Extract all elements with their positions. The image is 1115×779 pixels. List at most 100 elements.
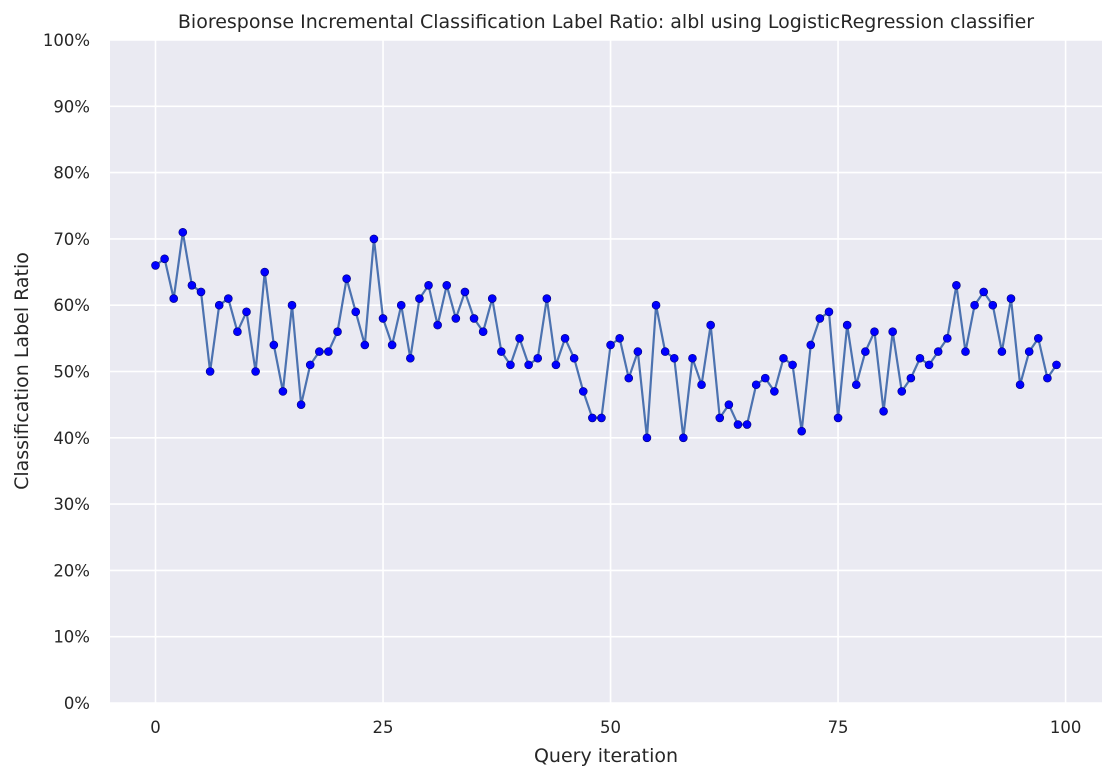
data-point xyxy=(879,406,888,416)
data-point xyxy=(933,347,943,356)
data-point xyxy=(533,353,543,363)
y-tick-label: 80% xyxy=(53,164,90,183)
data-point xyxy=(424,281,433,290)
data-point xyxy=(824,307,834,317)
data-point xyxy=(578,387,588,396)
data-point xyxy=(815,314,825,323)
data-point xyxy=(487,294,497,303)
data-point xyxy=(406,353,415,363)
data-point xyxy=(870,327,879,337)
data-point xyxy=(770,387,779,396)
data-point xyxy=(797,426,806,436)
data-point xyxy=(187,281,197,290)
data-point xyxy=(196,287,206,297)
data-point xyxy=(251,367,260,376)
data-point xyxy=(569,353,579,363)
data-point xyxy=(296,400,306,409)
series-markers xyxy=(151,227,1061,443)
data-point xyxy=(724,400,734,409)
data-point xyxy=(214,300,224,310)
data-point xyxy=(888,327,897,337)
y-tick-label: 60% xyxy=(53,296,90,315)
data-point xyxy=(806,340,816,350)
data-point xyxy=(1015,380,1025,390)
data-point xyxy=(378,314,388,323)
series-line xyxy=(154,231,1058,439)
data-point xyxy=(497,347,506,356)
data-point xyxy=(742,420,752,429)
data-point xyxy=(751,380,761,390)
data-point xyxy=(333,327,342,337)
data-point xyxy=(1043,373,1052,383)
y-tick-label: 20% xyxy=(53,561,90,580)
data-point xyxy=(706,320,715,330)
data-point xyxy=(233,327,242,337)
data-point xyxy=(169,294,179,303)
data-point xyxy=(633,347,643,356)
data-point xyxy=(415,294,424,303)
data-point xyxy=(833,413,843,423)
data-point xyxy=(733,420,743,429)
data-point xyxy=(205,367,215,376)
data-point xyxy=(442,281,452,290)
data-point xyxy=(788,360,797,370)
data-point xyxy=(897,387,907,396)
data-point xyxy=(224,294,233,303)
data-point xyxy=(688,353,697,363)
data-point xyxy=(506,360,515,370)
data-point xyxy=(988,300,998,310)
series-line-path xyxy=(154,231,1058,439)
data-point xyxy=(260,267,270,277)
data-point xyxy=(160,254,169,264)
data-point xyxy=(1006,294,1016,303)
data-point xyxy=(669,353,679,363)
data-point xyxy=(952,281,961,290)
y-tick-label: 90% xyxy=(53,97,90,116)
data-point xyxy=(351,307,361,317)
data-point xyxy=(615,334,624,343)
data-point xyxy=(560,334,570,343)
data-point xyxy=(651,300,661,310)
data-point xyxy=(305,360,315,370)
x-axis-label: Query iteration xyxy=(534,745,678,767)
y-tick-label: 50% xyxy=(53,363,90,382)
data-point xyxy=(970,300,979,310)
data-point xyxy=(151,261,160,270)
data-point xyxy=(779,353,788,363)
x-tick-label: 100 xyxy=(1050,718,1082,737)
y-tick-label: 10% xyxy=(53,628,90,647)
data-point xyxy=(942,334,952,343)
data-point xyxy=(679,433,688,443)
data-point xyxy=(715,413,725,423)
data-point xyxy=(269,340,279,350)
data-point xyxy=(924,360,934,370)
chart-title: Bioresponse Incremental Classification L… xyxy=(178,11,1034,33)
data-point xyxy=(178,227,188,237)
x-tick-label: 50 xyxy=(600,718,621,737)
data-point xyxy=(324,347,333,356)
data-point xyxy=(1033,334,1043,343)
y-axis-label: Classification Label Ratio xyxy=(11,252,33,490)
data-point xyxy=(1052,360,1061,370)
x-tick-label: 75 xyxy=(828,718,849,737)
data-point xyxy=(524,360,533,370)
data-point xyxy=(433,320,442,330)
grid xyxy=(110,39,1102,704)
data-point xyxy=(1024,347,1034,356)
data-point xyxy=(624,373,634,383)
data-point xyxy=(861,347,870,356)
data-point xyxy=(997,347,1007,356)
data-point xyxy=(660,347,670,356)
data-point xyxy=(278,387,288,396)
data-point xyxy=(760,373,770,383)
data-point xyxy=(915,353,925,363)
data-point xyxy=(851,380,861,390)
data-point xyxy=(842,320,852,330)
data-point xyxy=(606,340,615,350)
data-point xyxy=(287,300,297,310)
data-point xyxy=(396,300,406,310)
y-tick-label: 100% xyxy=(43,31,90,50)
y-tick-label: 0% xyxy=(64,694,90,713)
data-point xyxy=(469,314,479,323)
